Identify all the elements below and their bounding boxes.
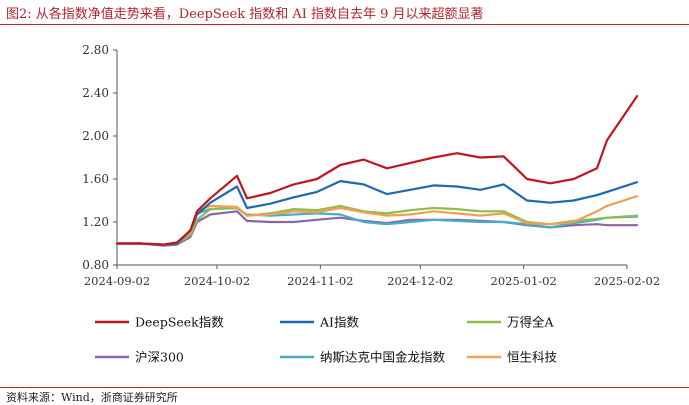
y-tick-label: 1.20	[82, 215, 109, 229]
y-tick-label: 0.80	[82, 258, 109, 272]
legend-label-2: 万得全A	[507, 315, 555, 330]
legend-label-4: 纳斯达克中国金龙指数	[320, 350, 446, 365]
x-tick-label: 2025-02-02	[594, 274, 660, 288]
x-tick-label: 2024-11-02	[287, 274, 353, 288]
legend-label-3: 沪深300	[135, 350, 184, 365]
chart-lines	[115, 95, 639, 247]
x-tick-label: 2024-10-02	[184, 274, 250, 288]
x-tick-label: 2025-01-02	[491, 274, 557, 288]
figure-title: 图2: 从各指数净值走势来看，DeepSeek 指数和 AI 指数自去年 9 月…	[6, 7, 484, 22]
legend-label-5: 恒生科技	[507, 350, 558, 365]
legend-label-0: DeepSeek指数	[135, 315, 224, 330]
source-note: 资料来源：Wind，浙商证券研究所	[6, 391, 178, 404]
x-tick-label: 2024-09-02	[84, 274, 150, 288]
x-tick-label: 2024-12-02	[387, 274, 453, 288]
legend-label-1: AI指数	[319, 315, 359, 330]
source-rule	[0, 387, 689, 388]
y-tick-label: 2.80	[82, 43, 109, 57]
chart-axes: 0.80 1.20 1.60 2.00 2.40 2.80 2024-09-02 2024-1…	[82, 43, 660, 288]
y-tick-label: 2.00	[82, 129, 109, 143]
y-tick-label: 1.60	[82, 172, 109, 186]
y-tick-label: 2.40	[82, 86, 109, 100]
series-line-0	[115, 95, 639, 246]
title-underline	[0, 24, 689, 25]
chart-legend: DeepSeek指数 AI指数 万得全A 沪深300 纳斯达克中国金龙指数 恒生科技	[95, 315, 558, 365]
line-chart: 0.80 1.20 1.60 2.00 2.40 2.80 2024-09-02 2024-1…	[82, 43, 660, 365]
